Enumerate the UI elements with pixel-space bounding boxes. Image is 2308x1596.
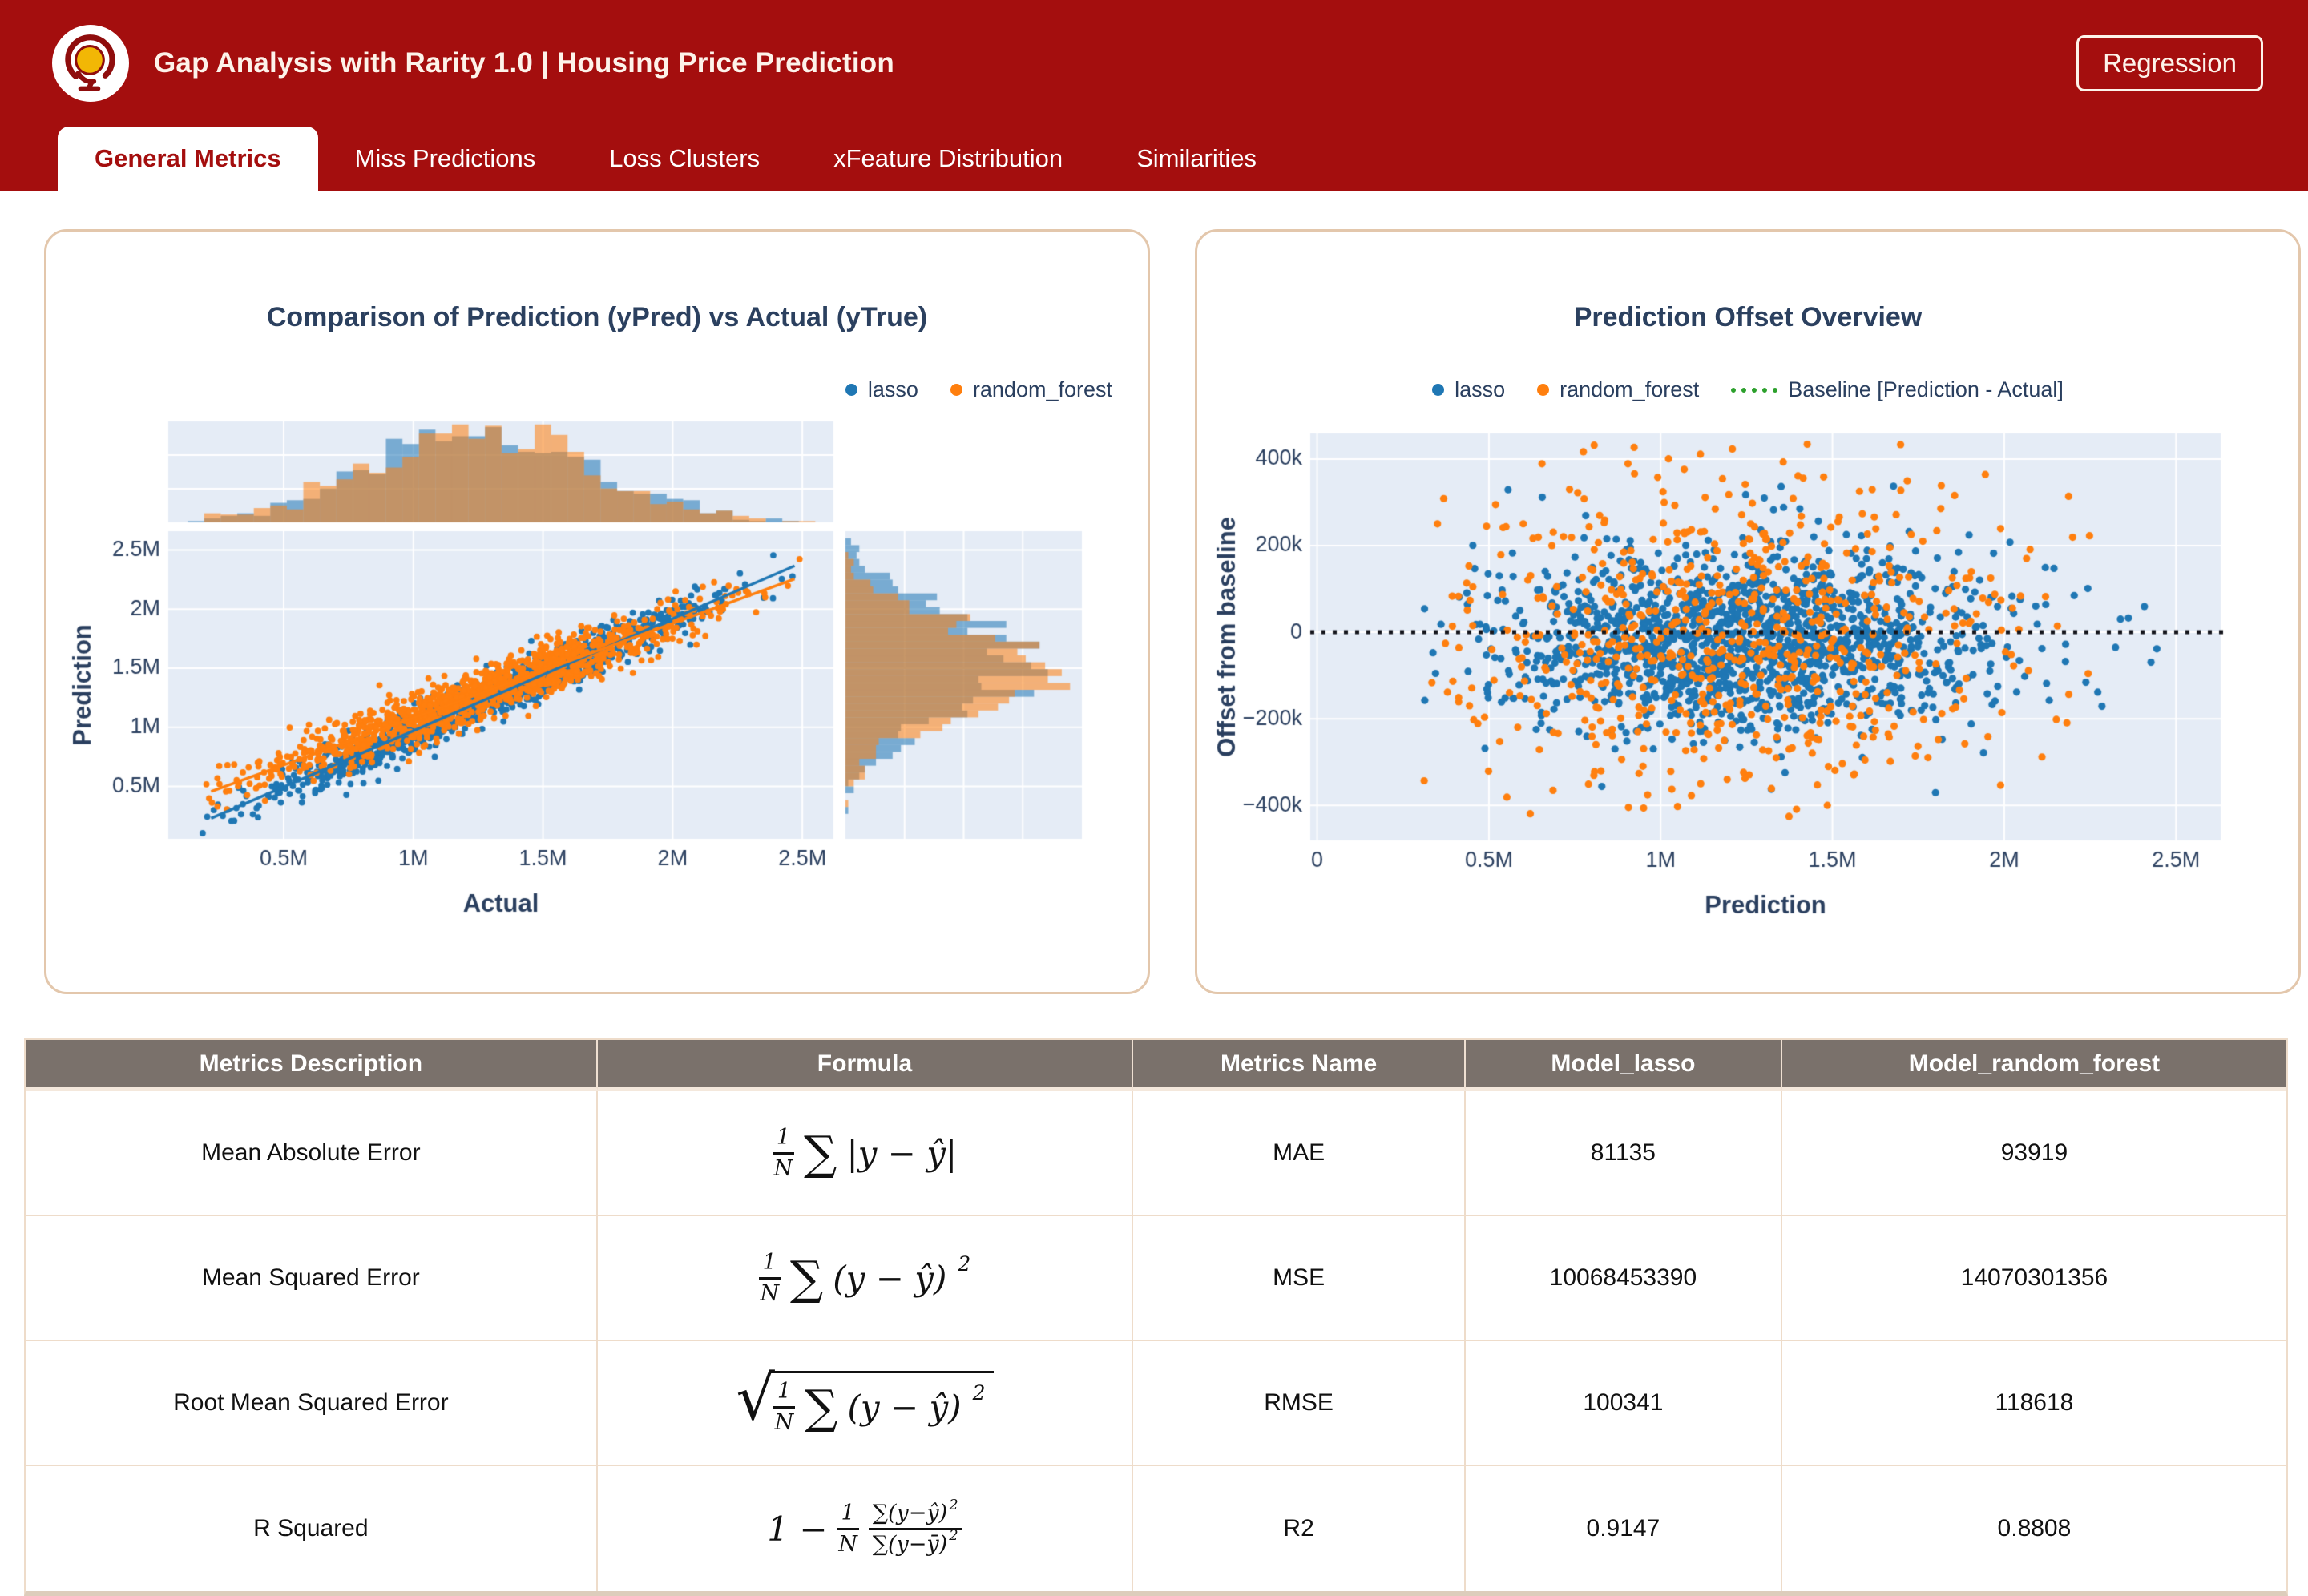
series-dot-icon [845,384,857,396]
offset-overview-scatter-chart[interactable] [1197,232,2298,992]
cell-random_forest: 118618 [1781,1341,2286,1466]
cell-formula: 1 N ∑ |y − ŷ| [597,1091,1134,1216]
cell-lasso: 100341 [1465,1341,1782,1466]
cell-description: R Squared [26,1466,598,1591]
series-dot-icon [1537,384,1550,396]
cell-formula: 1 N ∑ (y − ŷ) 2 [597,1216,1134,1341]
legend-label: random_forest [1560,377,1700,401]
tab-general-metrics[interactable]: General Metrics [58,127,318,191]
pred-vs-actual-joint-scatter-chart[interactable] [46,232,1148,992]
series-dot-icon [1432,384,1445,396]
table-header-row: Metrics Description Formula Metrics Name Mo… [26,1040,2286,1091]
column-header-metrics-name: Metrics Name [1133,1040,1466,1091]
formula-r2: 1 −1 N ∑(y−ŷ) 2 ∑(y−ȳ) 2 [598,1497,1132,1556]
tab-bar: General Metrics Miss Predictions Loss Clus… [0,127,2308,191]
table-row-mae: Mean Absolute Error 1 N ∑ |y − ŷ| MAE 81135 939… [26,1091,2286,1216]
legend-item-baseline-prediction-actual-[interactable]: Baseline [Prediction - Actual] [1731,377,2064,402]
table-row-mse: Mean Squared Error 1 N ∑ (y − ŷ) 2 MSE 10068453… [26,1216,2286,1341]
cell-description: Mean Absolute Error [26,1091,598,1216]
chart-title-pred-vs-actual: Comparison of Prediction (yPred) vs Actu… [266,302,928,332]
tab-similarities[interactable]: Similarities [1136,144,1257,172]
app-header: Gap Analysis with Rarity 1.0 | Housing P… [0,0,2308,127]
tab-miss-predictions[interactable]: Miss Predictions [354,144,536,172]
regression-button[interactable]: Regression [2076,35,2263,91]
legend-item-random-forest[interactable]: random_forest [1537,377,1699,402]
metrics-table: Metrics Description Formula Metrics Name Mo… [24,1038,2288,1596]
tab-xfeature-distribution[interactable]: xFeature Distribution [833,144,1063,172]
formula-mae: 1 N ∑ |y − ŷ| [772,1124,958,1181]
legend-offset-overview: lasso random_forest Baseline [Prediction -… [1197,377,2298,402]
column-header-formula: Formula [597,1040,1134,1091]
card-pred-vs-actual: Comparison of Prediction (yPred) vs Actu… [44,229,1150,994]
cell-random_forest: 14070301356 [1781,1216,2286,1341]
legend-item-random-forest[interactable]: random_forest [950,377,1112,402]
cell-name: MAE [1133,1091,1466,1216]
globe-logo-icon [51,24,130,103]
charts-row: Comparison of Prediction (yPred) vs Actu… [0,191,2308,994]
cell-lasso: 10068453390 [1465,1216,1782,1341]
cell-name: MSE [1133,1216,1466,1341]
metrics-table-body: Mean Absolute Error 1 N ∑ |y − ŷ| MAE 81135 939… [26,1091,2286,1591]
legend-pred-vs-actual: lasso random_forest [845,377,1112,402]
cell-lasso: 81135 [1465,1091,1782,1216]
series-dot-icon [950,384,962,396]
card-offset-overview: Prediction Offset Overview lasso random_f… [1195,229,2301,994]
table-row-r2: R Squared 1 −1 N ∑(y−ŷ) 2 ∑(y−ȳ) 2 R2 0.9147 0.88… [26,1466,2286,1591]
legend-item-lasso[interactable]: lasso [845,377,918,402]
cell-random_forest: 0.8808 [1781,1466,2286,1591]
main-content: Comparison of Prediction (yPred) vs Actu… [0,191,2308,1596]
legend-label: lasso [1455,377,1506,401]
cell-description: Mean Squared Error [26,1216,598,1341]
metrics-table-header: Metrics Description Formula Metrics Name Mo… [26,1040,2286,1091]
formula-mse: 1 N ∑ (y − ŷ) 2 [758,1249,971,1306]
table-row-rmse: Root Mean Squared Error √ 1 N ∑ (y − ŷ) 2 RMSE 1… [26,1341,2286,1466]
app-title: Gap Analysis with Rarity 1.0 | Housing P… [154,47,894,79]
legend-item-lasso[interactable]: lasso [1432,377,1505,402]
legend-label: random_forest [972,377,1112,401]
legend-label: Baseline [Prediction - Actual] [1788,377,2064,401]
cell-random_forest: 93919 [1781,1091,2286,1216]
tab-loss-clusters[interactable]: Loss Clusters [609,144,761,172]
cell-formula: 1 −1 N ∑(y−ŷ) 2 ∑(y−ȳ) 2 [597,1466,1134,1591]
column-header-model-lasso: Model_lasso [1465,1040,1782,1091]
cell-lasso: 0.9147 [1465,1466,1782,1591]
cell-name: RMSE [1133,1341,1466,1466]
legend-label: lasso [867,377,918,401]
cell-description: Root Mean Squared Error [26,1341,598,1466]
column-header-model-random-forest: Model_random_forest [1781,1040,2286,1091]
baseline-dashes-icon [1731,387,1778,393]
chart-title-offset-overview: Prediction Offset Overview [1573,302,1923,332]
cell-formula: √ 1 N ∑ (y − ŷ) 2 [597,1341,1134,1466]
cell-name: R2 [1133,1466,1466,1591]
column-header-metrics-description: Metrics Description [26,1040,598,1091]
formula-rmse: √ 1 N ∑ (y − ŷ) 2 [598,1368,1132,1434]
